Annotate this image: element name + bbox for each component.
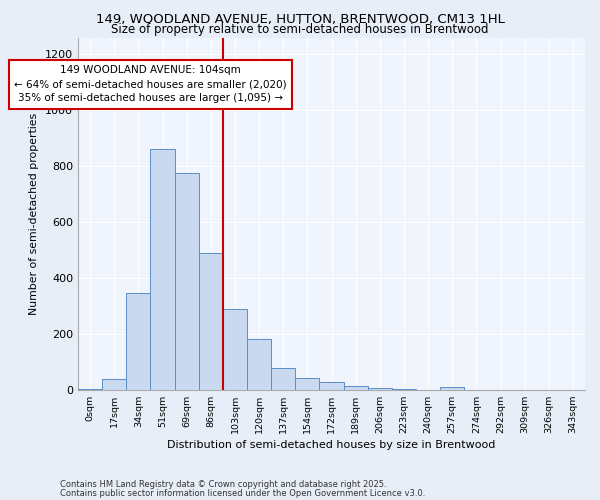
Bar [126,294,151,390]
Text: 149 WOODLAND AVENUE: 104sqm
← 64% of semi-detached houses are smaller (2,020)
35: 149 WOODLAND AVENUE: 104sqm ← 64% of sem… [14,66,287,104]
Text: Size of property relative to semi-detached houses in Brentwood: Size of property relative to semi-detach… [111,22,489,36]
Bar [295,378,319,390]
Bar [78,388,102,390]
Bar [102,380,126,390]
Text: 149, WOODLAND AVENUE, HUTTON, BRENTWOOD, CM13 1HL: 149, WOODLAND AVENUE, HUTTON, BRENTWOOD,… [95,12,505,26]
Bar [368,388,392,390]
Bar [223,309,247,390]
Y-axis label: Number of semi-detached properties: Number of semi-detached properties [29,112,40,315]
Bar [271,368,295,390]
Text: Contains public sector information licensed under the Open Government Licence v3: Contains public sector information licen… [60,488,425,498]
Bar [175,173,199,390]
Text: Contains HM Land Registry data © Crown copyright and database right 2025.: Contains HM Land Registry data © Crown c… [60,480,386,489]
Bar [440,387,464,390]
Bar [319,382,344,390]
Bar [151,150,175,390]
X-axis label: Distribution of semi-detached houses by size in Brentwood: Distribution of semi-detached houses by … [167,440,496,450]
Bar [392,388,416,390]
Bar [344,386,368,390]
Bar [247,339,271,390]
Bar [199,253,223,390]
